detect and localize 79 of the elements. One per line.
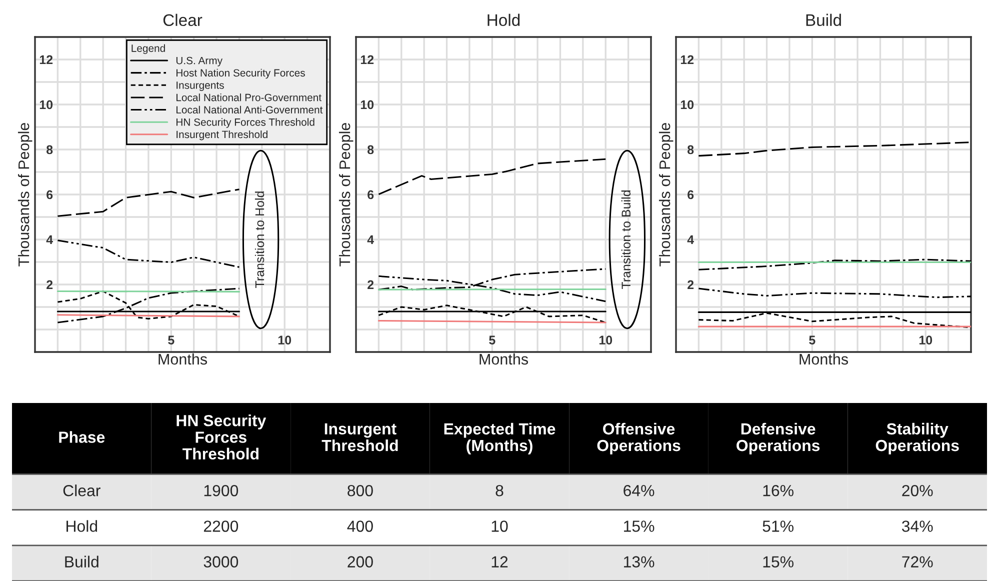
data-label: 72% — [902, 556, 933, 568]
legend-title: Legend — [132, 44, 165, 54]
y-tick-label: 8 — [688, 145, 694, 154]
data-label: 10 — [492, 520, 508, 532]
y-tick-label: 12 — [680, 55, 694, 64]
y-tick-label: 10 — [680, 100, 694, 110]
y-tick-label: 12 — [40, 55, 53, 64]
data-label: 1900 — [204, 484, 238, 496]
x-tick-label: Expected Time (Months) — [444, 422, 556, 454]
legend-label: HN Security Forces Threshold — [176, 118, 314, 128]
y-tick-label: 2 — [46, 280, 53, 290]
data-label: 15% — [763, 556, 794, 568]
x-tick-label: 10 — [278, 336, 292, 345]
annotation: Transition to Build — [621, 190, 631, 290]
chart-title: Hold — [488, 14, 520, 26]
data-label: 12 — [492, 556, 508, 568]
y-tick-label: Clear — [63, 484, 100, 496]
y-tick-label: 2 — [368, 280, 374, 290]
y-tick-label: 6 — [688, 190, 694, 200]
data-label: 200 — [348, 556, 373, 568]
data-label: 3000 — [204, 556, 238, 568]
legend-label: Insurgent Threshold — [176, 130, 268, 140]
y-tick-label: 4 — [46, 235, 53, 244]
line-series — [698, 142, 971, 157]
x-tick-label: 10 — [599, 336, 612, 345]
y-tick-label: 8 — [46, 145, 53, 154]
x-axis-title: Months — [480, 353, 528, 365]
legend-label: Local National Anti-Government — [176, 106, 323, 114]
line-series — [698, 288, 971, 298]
data-label: 800 — [348, 484, 373, 496]
line-series — [698, 258, 971, 270]
data-label: 20% — [902, 484, 933, 496]
legend-label: Local National Pro-Government — [176, 94, 322, 102]
data-label: 8 — [496, 484, 504, 496]
y-tick-label: 10 — [360, 100, 374, 110]
data-label: 2200 — [204, 520, 238, 532]
x-axis-title: Months — [800, 353, 848, 365]
y-tick-label: Build — [65, 556, 98, 568]
x-tick-label: 5 — [809, 336, 816, 345]
y-tick-label: 10 — [40, 100, 53, 110]
y-axis-title: Thousands of People — [18, 122, 32, 266]
y-tick-label: 6 — [368, 190, 374, 200]
data-label: 15% — [624, 520, 654, 532]
x-tick-label: Stability Operations — [876, 422, 959, 454]
legend-label: Insurgents — [176, 82, 224, 91]
line-series — [56, 240, 240, 268]
annotation: Transition to Hold — [254, 192, 264, 288]
data-label: 64% — [624, 484, 654, 496]
data-label: 13% — [624, 556, 654, 568]
x-tick-label: 5 — [168, 336, 174, 345]
y-axis-title: Phase — [59, 431, 105, 443]
x-tick-label: 5 — [489, 336, 496, 345]
x-tick-label: 10 — [919, 336, 932, 345]
y-tick-label: 4 — [367, 235, 374, 244]
data-label: 16% — [763, 484, 794, 496]
y-tick-label: 2 — [688, 280, 694, 290]
line-series — [378, 158, 606, 196]
y-tick-label: 4 — [687, 235, 694, 244]
line-series — [378, 304, 606, 324]
data-label: 34% — [902, 520, 933, 532]
x-axis-title: Months — [158, 353, 207, 365]
data-label: 400 — [347, 520, 373, 532]
y-tick-label: 8 — [368, 145, 374, 154]
x-tick-label: HN Security Forces Threshold — [176, 414, 266, 460]
y-tick-label: 12 — [360, 55, 374, 64]
chart-title: Clear — [163, 14, 202, 26]
y-tick-label: 6 — [46, 190, 53, 200]
line-series — [56, 188, 240, 217]
x-tick-label: Insurgent Threshold — [322, 423, 398, 452]
line-series — [698, 312, 971, 328]
x-tick-label: Defensive Operations — [736, 422, 820, 454]
y-axis-title: Thousands of People — [338, 122, 354, 266]
y-tick-label: Hold — [66, 520, 98, 532]
x-tick-label: Offensive Operations — [597, 422, 680, 454]
y-axis-title: Thousands of People — [658, 122, 674, 266]
legend-label: U.S. Army — [176, 56, 223, 66]
chart-title: Build — [806, 14, 841, 26]
data-label: 51% — [762, 520, 794, 532]
legend-label: Host Nation Security Forces — [176, 68, 305, 79]
